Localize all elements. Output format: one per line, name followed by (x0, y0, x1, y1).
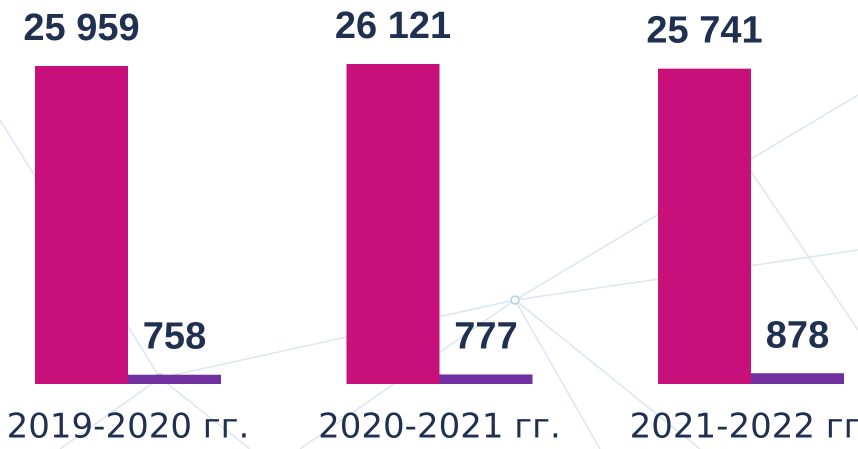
category-label: 2019-2020 гг. (7, 407, 250, 447)
value-label: 777 (454, 316, 517, 358)
value-label: 25 959 (23, 7, 139, 49)
bar (35, 65, 128, 384)
bar (751, 373, 844, 384)
bar (346, 64, 440, 384)
value-label: 758 (143, 316, 206, 358)
category-label: 2021-2022 гг. (630, 407, 858, 447)
value-label: 26 121 (335, 5, 451, 47)
value-label: 25 741 (646, 10, 762, 52)
bar (439, 374, 533, 384)
bar (128, 374, 221, 384)
category-label: 2020-2021 гг. (318, 407, 561, 447)
bar (658, 68, 751, 384)
value-label: 878 (766, 314, 829, 356)
